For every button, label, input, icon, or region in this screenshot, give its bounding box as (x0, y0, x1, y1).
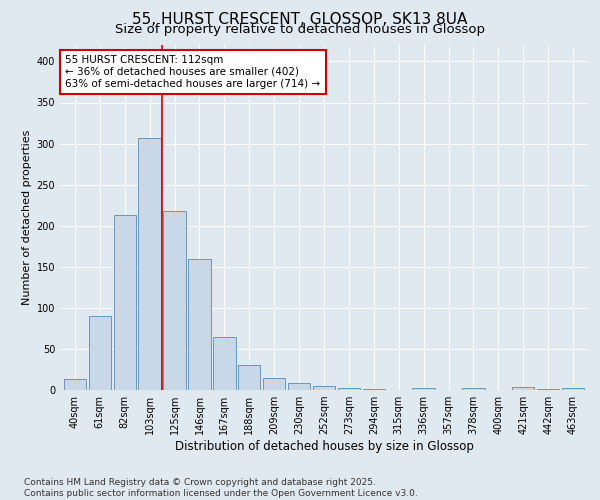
Bar (163, 211, 186, 390)
Text: Contains HM Land Registry data © Crown copyright and database right 2025.
Contai: Contains HM Land Registry data © Crown c… (24, 478, 418, 498)
Text: Size of property relative to detached houses in Glossop: Size of property relative to detached ho… (115, 22, 485, 36)
Bar (139, 138, 161, 390)
Bar (113, 215, 136, 390)
Y-axis label: Number of detached properties: Number of detached properties (22, 130, 32, 305)
Bar (562, 388, 584, 390)
Text: 55, HURST CRESCENT, GLOSSOP, SK13 8UA: 55, HURST CRESCENT, GLOSSOP, SK13 8UA (133, 12, 467, 28)
Bar (288, 382, 310, 390)
Bar (412, 388, 435, 390)
Bar (512, 386, 535, 390)
Bar (64, 378, 86, 390)
Bar (89, 316, 111, 390)
Bar (338, 388, 360, 390)
Bar (238, 366, 260, 390)
Text: 55 HURST CRESCENT: 112sqm
← 36% of detached houses are smaller (402)
63% of semi: 55 HURST CRESCENT: 112sqm ← 36% of detac… (65, 56, 320, 88)
Bar (213, 336, 236, 390)
Bar (188, 258, 211, 390)
Bar (263, 378, 286, 390)
Bar (313, 386, 335, 390)
Bar (362, 389, 385, 390)
Bar (537, 389, 559, 390)
Bar (462, 388, 485, 390)
X-axis label: Distribution of detached houses by size in Glossop: Distribution of detached houses by size … (175, 440, 473, 453)
